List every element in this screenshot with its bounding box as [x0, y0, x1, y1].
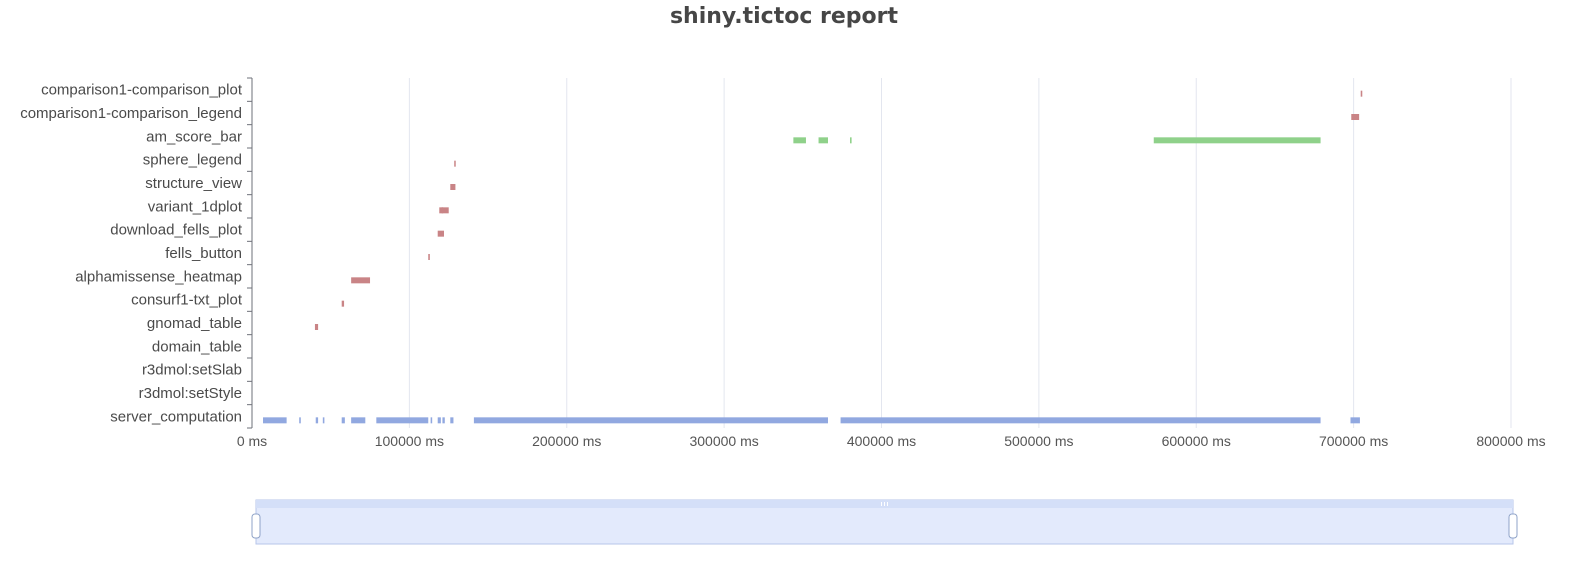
event-bar[interactable]	[322, 417, 325, 424]
event-bar[interactable]	[850, 137, 852, 144]
event-bar[interactable]	[818, 137, 828, 144]
event-bars[interactable]	[263, 90, 1363, 424]
x-tick-label: 800000 ms	[1476, 433, 1545, 449]
x-tick-label: 500000 ms	[1004, 433, 1073, 449]
grid-lines	[408, 78, 1512, 428]
event-bar[interactable]	[376, 417, 429, 424]
y-tick-label: am_score_bar	[146, 128, 242, 145]
axes	[247, 77, 253, 429]
event-bar[interactable]	[1350, 417, 1360, 424]
event-bar[interactable]	[442, 417, 445, 424]
x-tick-label: 200000 ms	[532, 433, 601, 449]
y-tick-label: download_fells_plot	[110, 222, 243, 239]
y-tick-label: domain_table	[152, 338, 242, 355]
y-tick-label: sphere_legend	[143, 152, 242, 169]
event-bar[interactable]	[793, 137, 806, 144]
zoom-slider-grip-icon[interactable]	[881, 502, 888, 506]
y-tick-label: fells_button	[165, 245, 242, 262]
event-bar[interactable]	[473, 417, 828, 424]
x-tick-label: 600000 ms	[1162, 433, 1231, 449]
x-tick-label: 400000 ms	[847, 433, 916, 449]
y-tick-label: gnomad_table	[147, 315, 242, 332]
event-bar[interactable]	[430, 417, 433, 424]
event-bar[interactable]	[341, 417, 345, 424]
x-tick-label: 300000 ms	[689, 433, 758, 449]
event-bar[interactable]	[450, 417, 454, 424]
y-tick-label: r3dmol:setSlab	[142, 362, 242, 379]
y-tick-label: consurf1-txt_plot	[131, 292, 243, 309]
x-tick-label: 700000 ms	[1319, 433, 1388, 449]
y-tick-label: comparison1-comparison_legend	[20, 105, 242, 122]
zoom-slider-right-handle[interactable]	[1508, 513, 1518, 539]
chart-title: shiny.tictoc report	[669, 4, 899, 29]
y-tick-label: alphamissense_heatmap	[75, 268, 242, 285]
event-bar[interactable]	[437, 417, 441, 424]
event-bar[interactable]	[437, 230, 444, 237]
event-bar[interactable]	[428, 254, 430, 260]
x-tick-label: 0 ms	[237, 433, 267, 449]
y-tick-label: comparison1-comparison_plot	[41, 82, 243, 99]
zoom-slider-left-handle[interactable]	[251, 513, 261, 539]
event-bar[interactable]	[454, 160, 456, 167]
x-tick-label: 100000 ms	[375, 433, 444, 449]
event-bar[interactable]	[450, 184, 456, 190]
event-bar[interactable]	[1153, 137, 1321, 144]
event-bar[interactable]	[1351, 114, 1360, 120]
event-bar[interactable]	[439, 207, 449, 214]
y-tick-label: r3dmol:setStyle	[139, 385, 242, 402]
zoom-slider[interactable]	[251, 499, 1518, 545]
event-bar[interactable]	[840, 417, 1321, 424]
y-axis-labels: server_computation r3dmol:setStyle r3dmol:…	[20, 82, 243, 426]
event-bar[interactable]	[1360, 90, 1363, 97]
y-tick-label: variant_1dplot	[148, 198, 243, 215]
x-axis-labels: 0 ms 100000 ms 200000 ms 300000 ms 400000 ms…	[237, 433, 1546, 449]
event-bar[interactable]	[351, 277, 371, 284]
event-bar[interactable]	[351, 417, 366, 424]
event-bar[interactable]	[314, 324, 319, 330]
y-tick-label: structure_view	[145, 175, 242, 192]
event-bar[interactable]	[315, 417, 319, 424]
event-bar[interactable]	[299, 417, 301, 424]
event-bar[interactable]	[341, 300, 345, 307]
y-tick-label: server_computation	[110, 408, 242, 425]
event-bar[interactable]	[263, 417, 287, 424]
